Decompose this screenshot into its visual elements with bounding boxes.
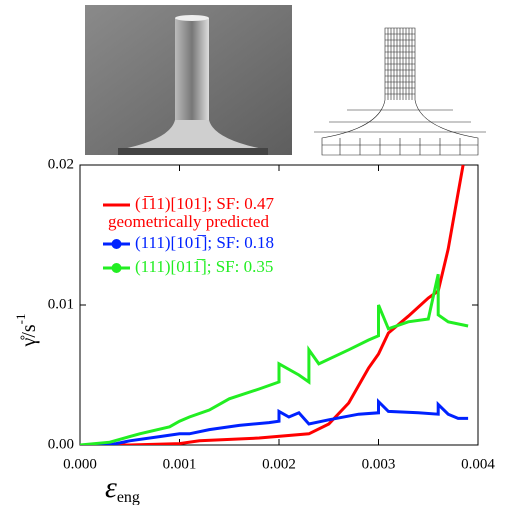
legend-label: (1̅11)[101]; SF: 0.47 (135, 194, 274, 213)
legend-label: (111)[101̅]; SF: 0.18 (135, 233, 274, 252)
legend-label: (111)[011̅]; SF: 0.35 (135, 257, 273, 276)
y-tick-label: 0.02 (48, 156, 74, 172)
y-tick-label: 0.00 (48, 436, 74, 452)
x-axis-label: εeng (105, 471, 140, 505)
x-tick-label: 0.003 (362, 456, 396, 472)
series-line (80, 398, 469, 445)
y-axis-label: γ̊/s-1 (13, 313, 40, 347)
legend-marker (111, 239, 122, 249)
sem-image (85, 5, 292, 155)
x-tick-label: 0.000 (63, 456, 97, 472)
y-label-superscript: -1 (13, 313, 28, 324)
legend-note: geometrically predicted (108, 212, 269, 231)
y-label-main: γ̊/s (18, 324, 40, 347)
x-tick-label: 0.004 (461, 456, 495, 472)
x-label-symbol: ε (105, 471, 117, 504)
legend-marker (111, 263, 122, 273)
y-tick-label: 0.01 (48, 296, 74, 312)
series-line (80, 164, 465, 445)
x-tick-label: 0.001 (163, 456, 197, 472)
series-line (80, 273, 469, 445)
x-label-subscript: eng (117, 489, 140, 505)
x-tick-label: 0.002 (262, 456, 296, 472)
mesh-image (314, 27, 486, 156)
